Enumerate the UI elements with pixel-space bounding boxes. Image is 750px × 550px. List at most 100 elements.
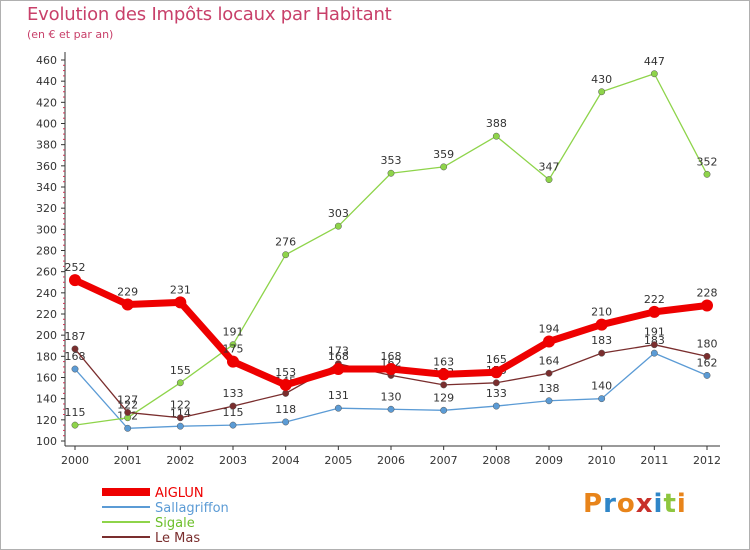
data-label: 122 (170, 399, 191, 412)
data-label: 133 (486, 387, 507, 400)
x-tick-label: 2000 (61, 454, 89, 467)
data-label: 194 (539, 323, 560, 336)
data-label: 359 (433, 148, 454, 161)
logo-letter: x (635, 489, 654, 519)
data-point (437, 368, 450, 381)
data-point (598, 349, 606, 357)
data-point (176, 379, 184, 387)
data-label: 173 (328, 345, 349, 358)
data-point (440, 163, 448, 171)
data-point (227, 355, 239, 368)
x-tick-label: 2006 (377, 454, 405, 467)
data-point (229, 341, 237, 349)
data-point (598, 395, 606, 403)
x-tick-label: 2007 (430, 454, 458, 467)
legend-label: AIGLUN (155, 486, 204, 501)
logo-letter: i (653, 489, 664, 519)
y-tick-label: 420 (36, 96, 57, 109)
data-label: 118 (275, 403, 296, 416)
data-label: 168 (65, 350, 86, 363)
data-point (387, 169, 395, 177)
data-label: 155 (170, 364, 191, 377)
y-tick-label: 140 (36, 393, 57, 406)
y-tick-label: 440 (36, 75, 57, 88)
data-label: 222 (644, 293, 665, 306)
data-label: 187 (65, 330, 86, 343)
data-point (703, 352, 711, 360)
x-tick-label: 2012 (693, 454, 721, 467)
data-label: 229 (117, 285, 138, 298)
y-tick-label: 260 (36, 266, 57, 279)
data-point (176, 422, 184, 430)
data-point (124, 408, 132, 416)
data-label: 231 (170, 283, 191, 296)
x-tick-label: 2002 (166, 454, 194, 467)
data-point (492, 379, 500, 387)
y-tick-label: 240 (36, 287, 57, 300)
data-point (545, 397, 553, 405)
data-label: 180 (697, 337, 718, 350)
y-tick-label: 340 (36, 181, 57, 194)
data-point (282, 418, 290, 426)
x-tick-label: 2003 (219, 454, 247, 467)
data-point (648, 305, 661, 318)
data-label: 276 (275, 236, 296, 249)
data-label: 183 (644, 334, 665, 347)
data-label: 303 (328, 207, 349, 220)
data-label: 430 (591, 73, 612, 86)
data-point (545, 369, 553, 377)
data-point (332, 363, 345, 376)
y-tick-label: 180 (36, 350, 57, 363)
data-label: 164 (539, 354, 560, 367)
x-tick-label: 2009 (535, 454, 563, 467)
data-label: 127 (117, 393, 138, 406)
data-label: 168 (381, 350, 402, 363)
chart-title: Evolution des Impôts locaux par Habitant (27, 4, 392, 25)
data-point (176, 414, 184, 422)
y-tick-label: 160 (36, 372, 57, 385)
data-label: 130 (381, 390, 402, 403)
data-point (282, 389, 290, 397)
data-label: 165 (486, 353, 507, 366)
data-label: 352 (697, 155, 718, 168)
logo-letter: i (676, 489, 687, 519)
data-point (595, 318, 608, 331)
data-point (71, 421, 79, 429)
data-point (490, 366, 503, 379)
data-point (650, 70, 658, 78)
data-label: 388 (486, 117, 507, 130)
data-point (545, 176, 553, 184)
x-tick-label: 2005 (324, 454, 352, 467)
data-label: 228 (697, 287, 718, 300)
y-tick-label: 320 (36, 202, 57, 215)
data-point (334, 222, 342, 230)
data-label: 115 (65, 406, 86, 419)
y-tick-label: 120 (36, 414, 57, 427)
data-point (703, 371, 711, 379)
data-point (279, 378, 292, 391)
logo-letter: t (663, 489, 677, 519)
data-point (282, 251, 290, 259)
data-label: 131 (328, 389, 349, 402)
y-tick-label: 100 (36, 435, 57, 448)
chart-subtitle: (en € et par an) (27, 28, 114, 41)
data-point (650, 349, 658, 357)
data-point (124, 424, 132, 432)
data-point (229, 421, 237, 429)
y-tick-label: 400 (36, 118, 57, 131)
logo-letter: P (583, 489, 604, 519)
data-point (334, 404, 342, 412)
x-tick-label: 2010 (588, 454, 616, 467)
data-point (650, 341, 658, 349)
x-tick-label: 2011 (640, 454, 668, 467)
data-label: 347 (539, 161, 560, 174)
data-point (492, 132, 500, 140)
logo-letter: r (603, 489, 617, 519)
y-tick-label: 200 (36, 329, 57, 342)
legend-label: Le Mas (155, 531, 200, 546)
y-tick-label: 280 (36, 245, 57, 258)
data-label: 447 (644, 55, 665, 68)
data-point (598, 88, 606, 96)
data-label: 183 (591, 334, 612, 347)
